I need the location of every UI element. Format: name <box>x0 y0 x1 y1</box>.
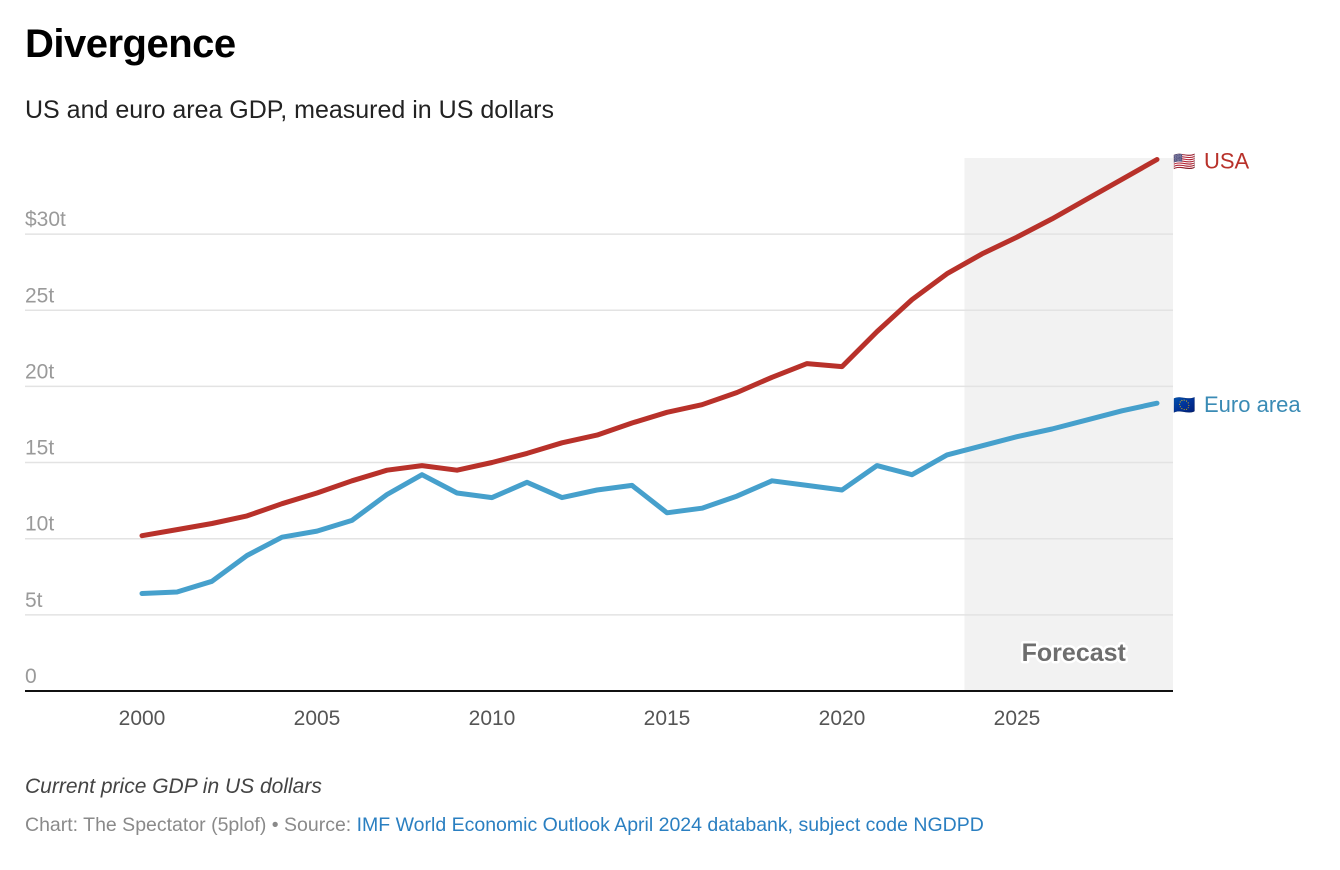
y-tick-label: 25t <box>25 284 54 307</box>
x-axis-ticks: 2000 2005 2010 2015 2020 2025 <box>119 707 1041 730</box>
y-tick-label: 20t <box>25 360 54 383</box>
y-tick-label: $30t <box>25 208 66 231</box>
chart-subtitle: US and euro area GDP, measured in US dol… <box>25 96 554 124</box>
x-tick-label: 2025 <box>994 707 1041 730</box>
series-line-euro-area <box>139 400 1160 596</box>
x-tick-label: 2000 <box>119 707 166 730</box>
gridlines <box>25 233 1173 616</box>
chart-credit: Chart: The Spectator (5plof) • Source: I… <box>25 814 984 837</box>
y-axis-ticks: 0 5t 10t 15t 20t 25t $30t <box>25 208 66 688</box>
source-link[interactable]: IMF World Economic Outlook April 2024 da… <box>356 814 984 836</box>
x-tick-label: 2005 <box>294 707 341 730</box>
flag-icon-usa: 🇺🇸 <box>1173 151 1195 171</box>
series-lines <box>139 157 1160 596</box>
y-tick-label: 15t <box>25 437 54 460</box>
flag-icon-euro-area: 🇪🇺 <box>1173 395 1195 415</box>
line-chart: 0 5t 10t 15t 20t 25t $30t 2000 2005 2010 2015 2020… <box>25 148 1301 730</box>
series-label-euro-area: Euro area <box>1204 392 1301 417</box>
x-tick-label: 2010 <box>469 707 516 730</box>
chart-title: Divergence <box>25 22 236 66</box>
series-line-usa <box>139 157 1160 539</box>
forecast-label: Forecast <box>1022 639 1127 667</box>
x-tick-label: 2020 <box>819 707 866 730</box>
y-tick-label: 0 <box>25 665 37 688</box>
y-tick-label: 10t <box>25 513 54 536</box>
credit-prefix: Chart: The Spectator (5plof) • Source: <box>25 814 357 836</box>
series-label-usa: USA <box>1204 148 1250 173</box>
chart-note: Current price GDP in US dollars <box>25 775 322 798</box>
series-labels: 🇺🇸 USA 🇪🇺 Euro area <box>1173 148 1301 417</box>
x-tick-label: 2015 <box>644 707 691 730</box>
y-tick-label: 5t <box>25 589 43 612</box>
